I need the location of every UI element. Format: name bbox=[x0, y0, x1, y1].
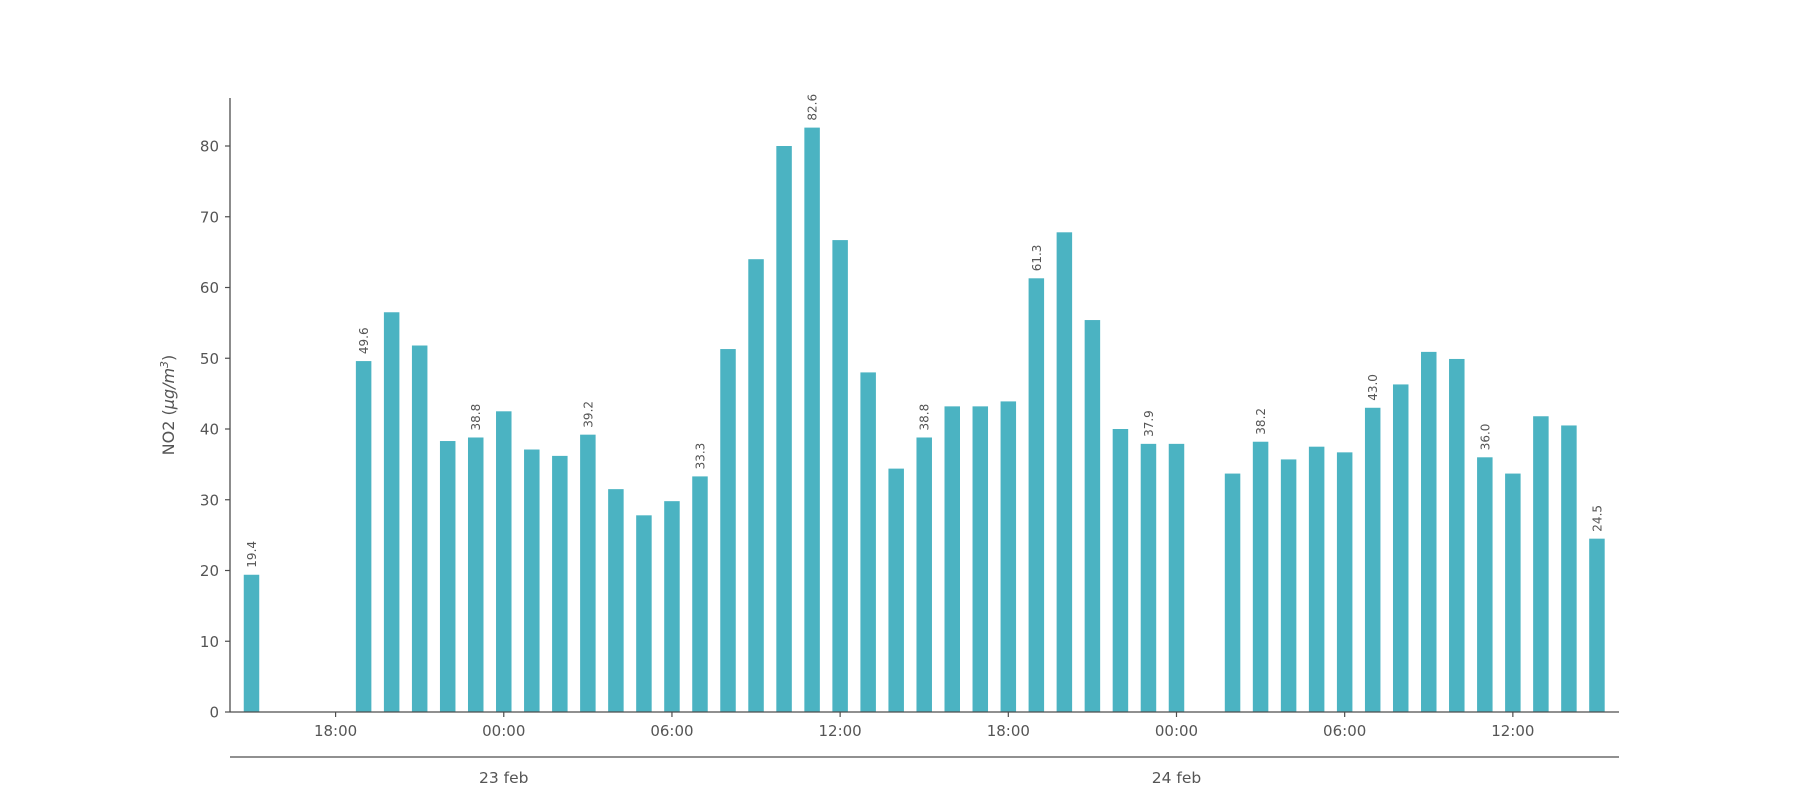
bar-13:00 bbox=[1533, 416, 1549, 712]
x-hour-tick-label: 00:00 bbox=[1155, 722, 1198, 740]
bar-value-label: 36.0 bbox=[1478, 424, 1492, 451]
y-tick-label: 80 bbox=[200, 138, 219, 156]
bar-23:00 bbox=[467, 437, 484, 712]
y-tick-label: 60 bbox=[200, 279, 219, 297]
bar-05:00 bbox=[1308, 446, 1325, 712]
bar-18:00 bbox=[1000, 401, 1017, 712]
bar-value-label: 38.8 bbox=[469, 404, 483, 431]
bar-20:00 bbox=[383, 312, 400, 712]
bar-17:00 bbox=[972, 406, 989, 712]
bar-03:00 bbox=[580, 434, 596, 712]
y-axis-title: NO2 (µg/m3) bbox=[158, 355, 178, 456]
bar-22:00 bbox=[1112, 429, 1129, 712]
bar-value-label: 33.3 bbox=[694, 443, 708, 470]
bar-value-label: 37.9 bbox=[1142, 410, 1156, 437]
bar-value-label: 61.3 bbox=[1030, 245, 1044, 272]
bar-12:00 bbox=[832, 240, 848, 712]
bar-04:00 bbox=[608, 489, 624, 712]
bar-05:00 bbox=[636, 515, 652, 712]
x-day-tick-label: 24 feb bbox=[1152, 769, 1201, 787]
y-tick-label: 50 bbox=[200, 350, 219, 368]
bar-07:00 bbox=[1364, 407, 1381, 712]
bar-value-label: 49.6 bbox=[357, 327, 371, 354]
bar-09:00 bbox=[748, 259, 764, 712]
bar-value-label: 19.4 bbox=[245, 541, 259, 568]
y-tick-label: 70 bbox=[200, 208, 219, 226]
bar-08:00 bbox=[720, 349, 736, 712]
bar-02:00 bbox=[1224, 473, 1241, 712]
x-hour-tick-label: 12:00 bbox=[819, 722, 862, 740]
x-hour-tick-label: 18:00 bbox=[314, 722, 357, 740]
y-tick-label: 20 bbox=[200, 562, 219, 580]
bar-03:00 bbox=[1252, 441, 1269, 712]
bar-15:00 bbox=[916, 437, 932, 712]
bar-02:00 bbox=[552, 455, 568, 712]
bar-20:00 bbox=[1056, 232, 1073, 712]
y-tick-label: 40 bbox=[200, 421, 219, 439]
bar-04:00 bbox=[1280, 459, 1297, 712]
bar-value-label: 38.8 bbox=[918, 404, 932, 431]
bar-22:00 bbox=[439, 441, 456, 712]
bar-01:00 bbox=[524, 449, 540, 712]
bar-value-label: 82.6 bbox=[806, 94, 820, 121]
bar-value-label: 39.2 bbox=[581, 401, 595, 428]
bar-23:00 bbox=[1140, 443, 1157, 712]
bar-14:00 bbox=[1561, 425, 1577, 712]
y-tick-label: 10 bbox=[200, 633, 219, 651]
y-tick-label: 0 bbox=[209, 704, 219, 722]
bar-21:00 bbox=[1084, 320, 1101, 712]
x-hour-tick-label: 06:00 bbox=[1323, 722, 1366, 740]
bar-12:00 bbox=[1505, 473, 1521, 712]
bar-value-label: 24.5 bbox=[1590, 505, 1604, 532]
x-hour-tick-label: 18:00 bbox=[987, 722, 1030, 740]
bar-08:00 bbox=[1392, 384, 1409, 712]
bar-11:00 bbox=[804, 127, 820, 713]
bar-06:00 bbox=[664, 501, 680, 712]
bar-value-label: 38.2 bbox=[1254, 408, 1268, 435]
bar-value-label: 43.0 bbox=[1366, 374, 1380, 401]
bar-09:00 bbox=[1421, 351, 1437, 712]
bar-14:00 bbox=[888, 468, 904, 712]
bar-07:00 bbox=[692, 476, 708, 712]
bar-15:00 bbox=[1589, 538, 1605, 712]
bar-10:00 bbox=[1449, 358, 1465, 712]
y-tick-label: 30 bbox=[200, 491, 219, 509]
x-day-tick-label: 23 feb bbox=[479, 769, 528, 787]
bar-19:00 bbox=[1028, 278, 1045, 712]
bar-16:00 bbox=[944, 406, 960, 712]
bar-15:00 bbox=[243, 574, 260, 712]
bar-21:00 bbox=[411, 345, 428, 712]
bar-00:00 bbox=[1168, 443, 1185, 712]
bar-11:00 bbox=[1477, 457, 1493, 712]
x-hour-tick-label: 00:00 bbox=[482, 722, 525, 740]
bar-06:00 bbox=[1336, 452, 1353, 712]
x-hour-tick-label: 06:00 bbox=[650, 722, 693, 740]
bar-00:00 bbox=[496, 411, 512, 712]
bar-13:00 bbox=[860, 372, 876, 712]
bar-19:00 bbox=[355, 361, 372, 712]
x-hour-tick-label: 12:00 bbox=[1491, 722, 1534, 740]
bar-10:00 bbox=[776, 146, 792, 712]
